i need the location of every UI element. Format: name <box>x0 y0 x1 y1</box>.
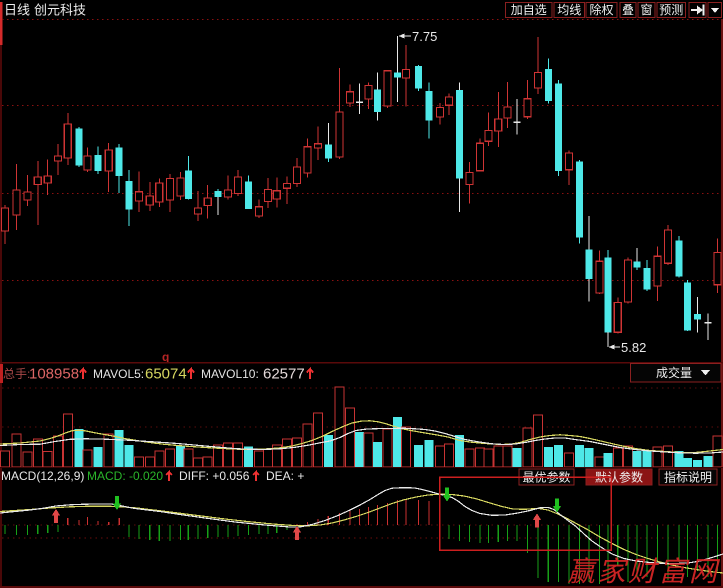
svg-text:65074: 65074 <box>145 366 187 383</box>
svg-text:均线: 均线 <box>557 3 581 17</box>
svg-text:指标说明: 指标说明 <box>664 470 712 485</box>
svg-text:叠: 叠 <box>622 3 634 17</box>
svg-text:7.75: 7.75 <box>412 29 437 44</box>
svg-text:5.82: 5.82 <box>621 340 646 355</box>
svg-text:日线: 日线 <box>4 3 30 18</box>
svg-text:q: q <box>162 350 169 364</box>
svg-text:108958: 108958 <box>29 366 79 383</box>
svg-text:预测: 预测 <box>659 3 683 17</box>
svg-text:窗: 窗 <box>640 3 652 17</box>
svg-text:成交量: 成交量 <box>656 365 692 380</box>
svg-text:总手:: 总手: <box>3 367 30 381</box>
svg-text:62577: 62577 <box>263 366 305 383</box>
svg-text:加自选: 加自选 <box>511 3 547 17</box>
svg-text:默认参数: 默认参数 <box>595 470 643 485</box>
svg-text:赢家财富网: 赢家财富网 <box>567 557 721 588</box>
svg-text:DEA: +: DEA: + <box>266 469 304 483</box>
svg-text:DIFF: +0.056: DIFF: +0.056 <box>179 469 250 483</box>
svg-text:创元科技: 创元科技 <box>34 3 86 18</box>
svg-text:MACD: -0.020: MACD: -0.020 <box>87 469 163 483</box>
svg-text:MAVOL10:: MAVOL10: <box>201 367 259 381</box>
svg-text:除权: 除权 <box>589 2 613 17</box>
svg-text:MACD(12,26,9): MACD(12,26,9) <box>1 469 84 483</box>
svg-text:MAVOL5:: MAVOL5: <box>93 367 144 381</box>
